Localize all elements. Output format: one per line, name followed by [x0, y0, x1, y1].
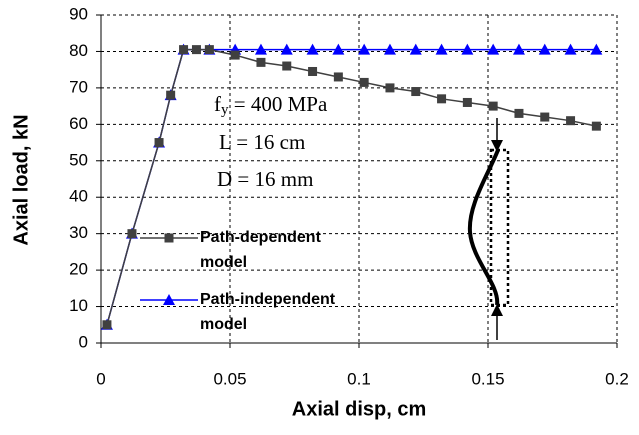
- marker: [358, 43, 371, 55]
- marker: [308, 66, 318, 76]
- y-tick-label: 20: [69, 260, 88, 279]
- annotation: L = 16 cm: [219, 130, 305, 154]
- marker: [166, 90, 176, 100]
- marker: [590, 43, 603, 55]
- marker: [512, 43, 525, 55]
- sketch-bar: [467, 149, 500, 306]
- annotation-subscript: y: [221, 102, 229, 118]
- annotation: fy = 400 MPa: [214, 92, 328, 119]
- marker: [385, 83, 395, 93]
- sketch-arrowhead: [491, 140, 503, 152]
- marker: [280, 43, 293, 55]
- marker: [435, 43, 448, 55]
- series: [100, 43, 603, 330]
- y-tick-label: 30: [69, 223, 88, 242]
- marker: [154, 138, 164, 148]
- y-tick-label: 80: [69, 41, 88, 60]
- marker: [540, 112, 550, 122]
- marker: [254, 43, 267, 55]
- marker: [230, 50, 240, 60]
- marker: [538, 43, 551, 55]
- marker: [564, 43, 577, 55]
- series-line: [106, 48, 597, 325]
- marker: [462, 97, 472, 107]
- annotation: D = 16 mm: [217, 167, 313, 191]
- marker: [591, 121, 601, 131]
- x-tick-label: 0.2: [605, 369, 629, 388]
- marker: [102, 320, 112, 330]
- y-axis-title: Axial load, kN: [10, 114, 32, 245]
- marker: [359, 77, 369, 87]
- marker: [411, 87, 421, 97]
- y-tick-label: 40: [69, 187, 88, 206]
- marker: [566, 116, 576, 126]
- marker: [383, 43, 396, 55]
- y-tick-label: 50: [69, 150, 88, 169]
- series: [102, 45, 601, 330]
- y-tick-label: 70: [69, 77, 88, 96]
- marker: [332, 43, 345, 55]
- marker: [437, 94, 447, 104]
- marker: [333, 72, 343, 82]
- x-tick-label: 0.05: [213, 369, 246, 388]
- legend-label: Path-independent model: [200, 291, 336, 333]
- marker: [191, 45, 201, 55]
- x-tick-label: 0.1: [347, 369, 371, 388]
- y-tick-label: 60: [69, 114, 88, 133]
- buckling-sketch: [467, 118, 510, 340]
- x-tick-label: 0.15: [471, 369, 504, 388]
- marker: [461, 43, 474, 55]
- marker: [179, 45, 189, 55]
- marker: [514, 108, 524, 118]
- marker: [488, 101, 498, 111]
- grid: [96, 14, 618, 348]
- legend-label: Path-dependent model: [200, 229, 321, 271]
- marker: [164, 233, 174, 243]
- marker: [127, 229, 137, 239]
- y-tick-label: 10: [69, 296, 88, 315]
- annotation-symbol: f: [214, 92, 221, 116]
- y-tick-label: 90: [69, 4, 88, 23]
- marker: [282, 61, 292, 71]
- marker: [306, 43, 319, 55]
- series-line: [106, 48, 597, 325]
- x-tick-label: 0: [96, 369, 105, 388]
- marker: [163, 294, 175, 305]
- y-tick-label: 0: [79, 332, 88, 351]
- sketch-outline: [489, 148, 510, 307]
- marker: [487, 43, 500, 55]
- annotation-text: = 400 MPa: [229, 92, 328, 116]
- sketch-arrowhead: [491, 304, 503, 316]
- marker: [256, 57, 266, 67]
- marker: [204, 45, 214, 55]
- x-axis-title: Axial disp, cm: [292, 398, 427, 420]
- marker: [409, 43, 422, 55]
